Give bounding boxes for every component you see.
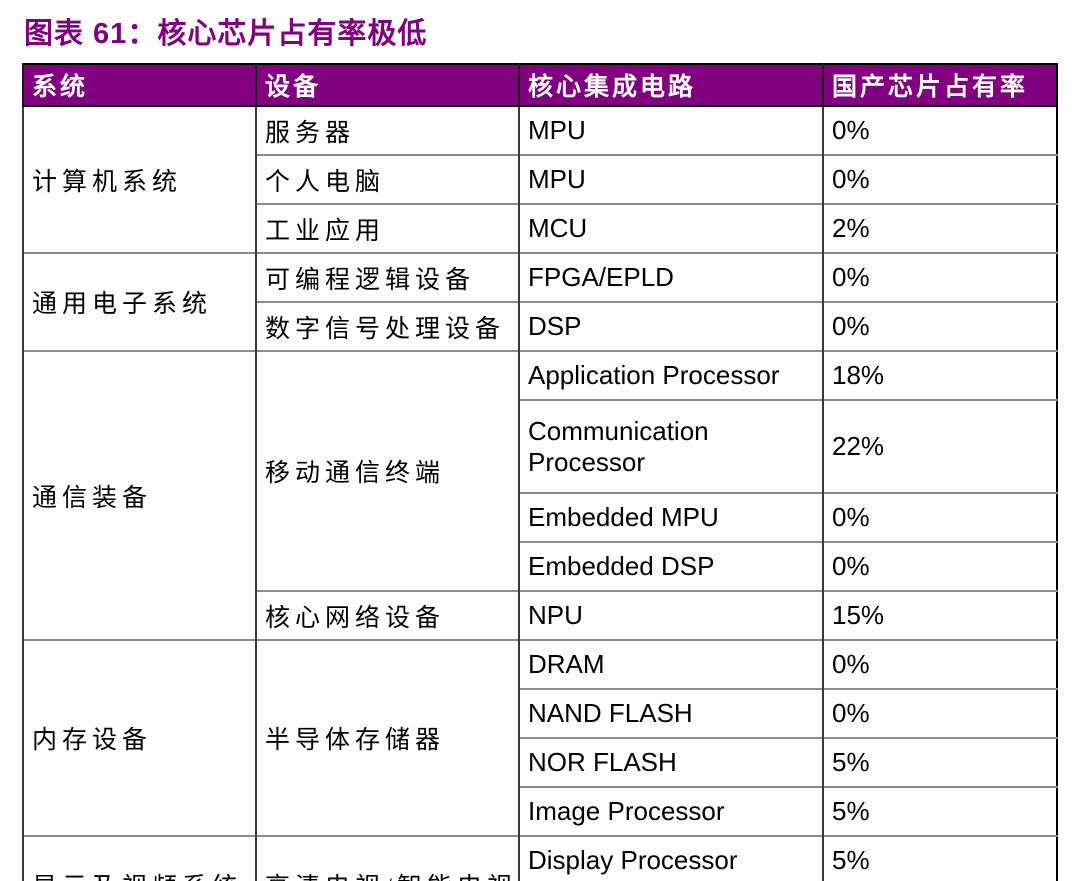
share-cell: 0%	[822, 492, 1057, 542]
ic-cell: NAND FLASH	[518, 688, 823, 738]
share-cell: 0%	[822, 688, 1057, 738]
ic-cell: MPU	[518, 105, 823, 155]
device-cell: 高清电视/智能电视	[255, 835, 519, 881]
ic-cell: NPU	[518, 590, 823, 640]
device-cell: 半导体存储器	[255, 639, 519, 836]
table-row: 工业应用 MCU 2%	[23, 203, 1057, 253]
table-row: Embedded MPU 0%	[23, 492, 1057, 542]
device-cell: 核心网络设备	[255, 590, 519, 640]
share-cell: 0%	[822, 154, 1057, 204]
share-cell: 22%	[822, 399, 1057, 493]
system-cell: 通信装备	[22, 350, 256, 640]
table-row: 内存设备 半导体存储器 DRAM 0%	[22, 639, 1057, 836]
ic-cell: Display Processor	[518, 835, 823, 881]
device-cell: 可编程逻辑设备	[255, 252, 519, 302]
ic-cell: NOR FLASH	[518, 737, 823, 787]
system-cell: 显示及视频系统	[22, 835, 256, 881]
table-row: 通用电子系统 可编程逻辑设备 FPGA/EPLD 0%	[22, 252, 1057, 351]
table-row: 计算机系统 服务器 MPU 0%	[22, 105, 1057, 253]
table-row: NAND FLASH 0%	[23, 688, 1057, 738]
table-row: NOR FLASH 5%	[23, 737, 1057, 787]
share-cell: 0%	[822, 639, 1057, 689]
device-cell: 服务器	[255, 105, 519, 155]
ic-cell: Embedded DSP	[518, 541, 823, 591]
table-row: Embedded DSP 0%	[23, 541, 1057, 591]
device-cell: 工业应用	[255, 203, 519, 253]
share-cell: 0%	[822, 301, 1057, 351]
ic-cell: MCU	[518, 203, 823, 253]
ic-cell: Embedded MPU	[518, 492, 823, 542]
share-cell: 2%	[822, 203, 1057, 253]
table-row: 个人电脑 MPU 0%	[23, 154, 1057, 204]
share-cell: 5%	[822, 737, 1057, 787]
system-cell: 内存设备	[22, 639, 256, 836]
chip-share-table: 系统 设备 核心集成电路 国产芯片占有率 计算机系统 服务器 MPU 0% 个人…	[22, 63, 1058, 881]
share-cell: 0%	[822, 541, 1057, 591]
table-row: 显示及视频系统 高清电视/智能电视 Display Processor 5%	[22, 835, 1057, 881]
ic-cell: Communication Processor	[518, 399, 823, 493]
share-cell: 0%	[822, 105, 1057, 155]
col-header-system: 系统	[22, 64, 256, 107]
system-cell: 计算机系统	[22, 105, 256, 253]
share-cell: 18%	[822, 350, 1057, 400]
table-row: 通信装备 移动通信终端 Application Processor 18%	[22, 350, 1057, 640]
ic-cell: MPU	[518, 154, 823, 204]
col-header-device: 设备	[255, 64, 519, 107]
ic-cell: Image Processor	[518, 786, 823, 836]
table-row: Image Processor 5%	[23, 786, 1057, 836]
table-row: Communication Processor 22%	[23, 399, 1057, 493]
table-row: 数字信号处理设备 DSP 0%	[23, 301, 1057, 351]
table-row: 核心网络设备 NPU 15%	[23, 590, 1057, 640]
col-header-core-ic: 核心集成电路	[518, 64, 823, 107]
figure-title: 图表 61：核心芯片占有率极低	[24, 18, 428, 50]
device-cell: 数字信号处理设备	[255, 301, 519, 351]
share-cell: 0%	[822, 252, 1057, 302]
device-cell: 个人电脑	[255, 154, 519, 204]
share-cell: 5%	[822, 786, 1057, 836]
ic-cell: DRAM	[518, 639, 823, 689]
header-row: 系统 设备 核心集成电路 国产芯片占有率	[22, 64, 1057, 107]
device-cell: 移动通信终端	[255, 350, 519, 591]
share-cell: 15%	[822, 590, 1057, 640]
col-header-domestic-share: 国产芯片占有率	[822, 64, 1057, 107]
ic-cell: DSP	[518, 301, 823, 351]
system-cell: 通用电子系统	[22, 252, 256, 351]
ic-cell: FPGA/EPLD	[518, 252, 823, 302]
ic-cell: Application Processor	[518, 350, 823, 400]
share-cell: 5%	[822, 835, 1057, 881]
